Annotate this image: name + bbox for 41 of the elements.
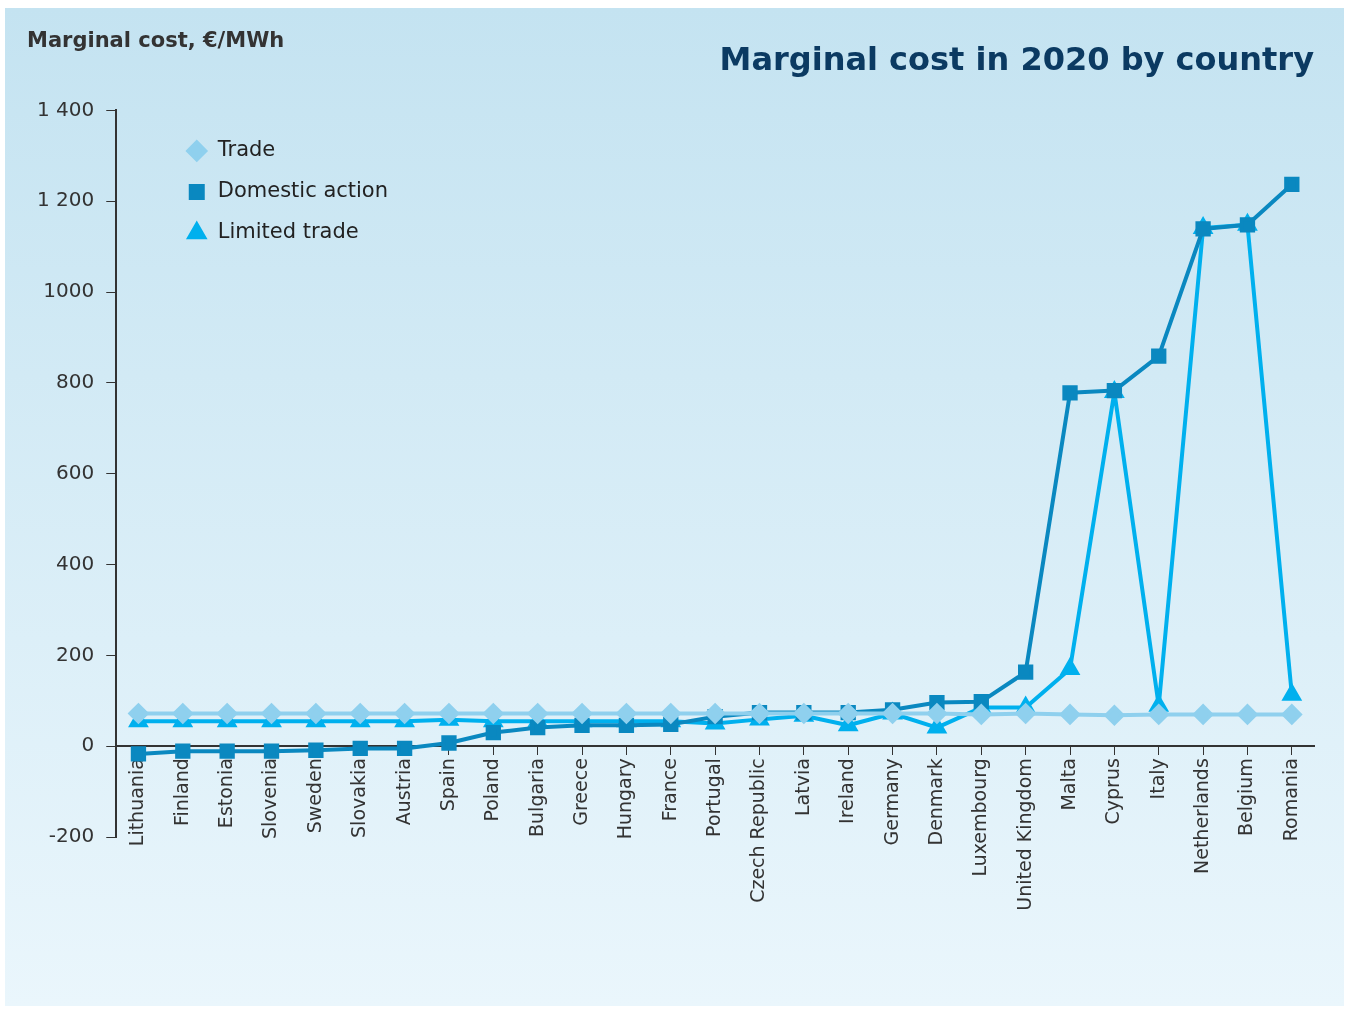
x-tick-label: United Kingdom: [1012, 758, 1035, 911]
x-tick-label: Netherlands: [1190, 758, 1213, 874]
x-tick-label: Cyprus: [1101, 758, 1124, 825]
x-tick-label: Denmark: [923, 758, 946, 846]
x-tick-label: Malta: [1056, 758, 1079, 811]
x-tick-label: Finland: [169, 758, 192, 827]
x-tick-label: Luxembourg: [968, 758, 991, 877]
x-tick-label: Greece: [568, 758, 591, 826]
x-tick-label: Belgium: [1234, 758, 1257, 837]
x-tick-label: Sweden: [302, 758, 325, 834]
x-tick-label: Czech Republic: [746, 758, 769, 903]
y-tick-label: 600: [56, 459, 95, 484]
legend-label: Limited trade: [217, 219, 359, 244]
y-tick-label: 1 400: [36, 96, 95, 121]
y-tick-label: 1 200: [36, 187, 95, 212]
y-axis-title: Marginal cost, €/MWh: [27, 28, 285, 53]
legend-label: Domestic action: [217, 178, 389, 203]
x-tick-label: Slovenia: [258, 758, 281, 840]
legend-label: Trade: [216, 137, 276, 162]
x-tick-label: Estonia: [214, 758, 237, 829]
x-tick-label: Latvia: [790, 758, 813, 817]
x-tick-label: Italy: [1145, 758, 1168, 800]
y-tick-label: 800: [56, 369, 95, 394]
y-tick-label: 200: [56, 641, 95, 666]
x-tick-label: Bulgaria: [524, 758, 547, 837]
x-tick-label: Austria: [391, 758, 414, 826]
chart-title: Marginal cost in 2020 by country: [719, 39, 1315, 78]
x-tick-label: Slovakia: [347, 758, 370, 838]
x-tick-label: Lithuania: [125, 758, 148, 847]
x-tick-label: Hungary: [613, 758, 636, 840]
y-tick-label: 400: [56, 550, 95, 575]
y-tick-label: 0: [81, 732, 95, 757]
x-tick-label: Spain: [435, 758, 458, 812]
y-tick-label: -200: [48, 823, 95, 848]
x-tick-label: Portugal: [702, 758, 725, 837]
x-tick-label: Poland: [480, 758, 503, 822]
x-tick-label: Ireland: [835, 758, 858, 824]
x-tick-label: France: [657, 758, 680, 822]
x-tick-label: Romania: [1278, 758, 1301, 842]
y-tick-label: 1000: [43, 278, 95, 303]
x-tick-label: Germany: [879, 758, 902, 846]
